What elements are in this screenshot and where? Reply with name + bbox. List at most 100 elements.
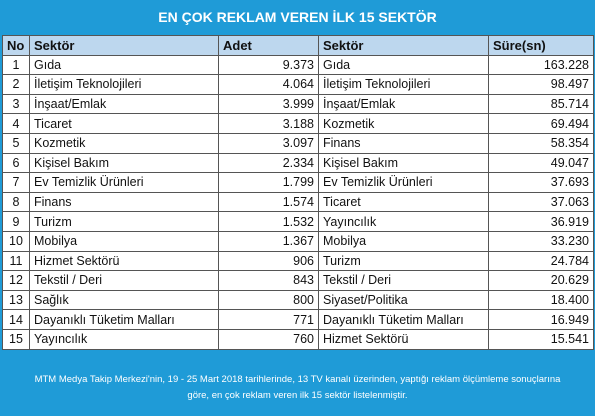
footer-line-2: göre, en çok reklam veren ilk 15 sektör … bbox=[187, 390, 408, 401]
cell-sektor-adet: Turizm bbox=[29, 211, 219, 232]
cell-sektor-sure: Yayıncılık bbox=[318, 211, 489, 232]
table-row: 13 Sağlık 800 Siyaset/Politika 18.400 bbox=[2, 289, 594, 311]
cell-sektor-sure: Mobilya bbox=[318, 230, 489, 252]
cell-sure: 36.919 bbox=[488, 211, 594, 232]
cell-sektor-adet: Finans bbox=[29, 191, 219, 213]
cell-sure: 98.497 bbox=[488, 74, 594, 95]
cell-sure: 18.400 bbox=[488, 289, 594, 311]
cell-sektor-sure: İnşaat/Emlak bbox=[318, 93, 489, 115]
cell-sure: 24.784 bbox=[488, 250, 594, 272]
cell-sektor-adet: Dayanıklı Tüketim Malları bbox=[29, 309, 219, 330]
table-row: 10 Mobilya 1.367 Mobilya 33.230 bbox=[2, 230, 594, 252]
cell-adet: 843 bbox=[218, 270, 319, 291]
cell-sure: 163.228 bbox=[488, 54, 594, 76]
cell-sektor-sure: Dayanıklı Tüketim Malları bbox=[318, 309, 489, 330]
cell-sektor-adet: Mobilya bbox=[29, 230, 219, 252]
table-row: 5 Kozmetik 3.097 Finans 58.354 bbox=[2, 132, 594, 154]
table-row: 14 Dayanıklı Tüketim Malları 771 Dayanıklı … bbox=[2, 309, 594, 330]
cell-no: 8 bbox=[2, 191, 30, 213]
cell-no: 2 bbox=[2, 74, 30, 95]
cell-no: 7 bbox=[2, 172, 30, 193]
cell-sektor-adet: Hizmet Sektörü bbox=[29, 250, 219, 272]
table-row: 9 Turizm 1.532 Yayıncılık 36.919 bbox=[2, 211, 594, 232]
column-header-adet: Adet bbox=[218, 35, 319, 56]
cell-no: 12 bbox=[2, 270, 30, 291]
table-row: 12 Tekstil / Deri 843 Tekstil / Deri 20.629 bbox=[2, 270, 594, 291]
cell-adet: 906 bbox=[218, 250, 319, 272]
cell-sektor-sure: Siyaset/Politika bbox=[318, 289, 489, 311]
cell-adet: 9.373 bbox=[218, 54, 319, 76]
cell-sektor-adet: Yayıncılık bbox=[29, 328, 219, 350]
cell-sektor-adet: Kozmetik bbox=[29, 132, 219, 154]
cell-no: 4 bbox=[2, 113, 30, 134]
cell-adet: 1.574 bbox=[218, 191, 319, 213]
cell-sektor-sure: Kişisel Bakım bbox=[318, 152, 489, 174]
cell-sektor-adet: İnşaat/Emlak bbox=[29, 93, 219, 115]
cell-no: 11 bbox=[2, 250, 30, 272]
column-header-sektor-sure: Sektör bbox=[318, 35, 489, 56]
cell-no: 10 bbox=[2, 230, 30, 252]
cell-no: 5 bbox=[2, 132, 30, 154]
cell-adet: 771 bbox=[218, 309, 319, 330]
table-row: 3 İnşaat/Emlak 3.999 İnşaat/Emlak 85.714 bbox=[2, 93, 594, 115]
cell-adet: 4.064 bbox=[218, 74, 319, 95]
page-title: EN ÇOK REKLAM VEREN İLK 15 SEKTÖR bbox=[158, 9, 437, 25]
cell-no: 13 bbox=[2, 289, 30, 311]
cell-sure: 58.354 bbox=[488, 132, 594, 154]
column-header-sure: Süre(sn) bbox=[488, 35, 594, 56]
table-row: 1 Gıda 9.373 Gıda 163.228 bbox=[2, 54, 594, 76]
cell-no: 1 bbox=[2, 54, 30, 76]
table-row: 15 Yayıncılık 760 Hizmet Sektörü 15.541 bbox=[2, 328, 594, 350]
table-row: 6 Kişisel Bakım 2.334 Kişisel Bakım 49.047 bbox=[2, 152, 594, 174]
cell-adet: 3.999 bbox=[218, 93, 319, 115]
table-header-row: No Sektör Adet Sektör Süre(sn) bbox=[2, 35, 594, 56]
cell-sektor-adet: Ticaret bbox=[29, 113, 219, 134]
table-row: 7 Ev Temizlik Ürünleri 1.799 Ev Temizlik Ür… bbox=[2, 172, 594, 193]
cell-adet: 1.799 bbox=[218, 172, 319, 193]
cell-no: 14 bbox=[2, 309, 30, 330]
cell-sektor-adet: Kişisel Bakım bbox=[29, 152, 219, 174]
cell-sure: 16.949 bbox=[488, 309, 594, 330]
cell-sektor-adet: Tekstil / Deri bbox=[29, 270, 219, 291]
column-header-sektor-adet: Sektör bbox=[29, 35, 219, 56]
cell-sektor-adet: Gıda bbox=[29, 54, 219, 76]
cell-sektor-sure: İletişim Teknolojileri bbox=[318, 74, 489, 95]
cell-adet: 800 bbox=[218, 289, 319, 311]
cell-sektor-sure: Ticaret bbox=[318, 191, 489, 213]
cell-sektor-sure: Kozmetik bbox=[318, 113, 489, 134]
cell-sure: 69.494 bbox=[488, 113, 594, 134]
table-row: 11 Hizmet Sektörü 906 Turizm 24.784 bbox=[2, 250, 594, 272]
cell-sektor-adet: Sağlık bbox=[29, 289, 219, 311]
cell-sektor-sure: Tekstil / Deri bbox=[318, 270, 489, 291]
cell-no: 6 bbox=[2, 152, 30, 174]
cell-sektor-sure: Turizm bbox=[318, 250, 489, 272]
cell-sure: 37.693 bbox=[488, 172, 594, 193]
cell-sure: 37.063 bbox=[488, 191, 594, 213]
cell-adet: 1.367 bbox=[218, 230, 319, 252]
cell-sure: 49.047 bbox=[488, 152, 594, 174]
cell-adet: 2.334 bbox=[218, 152, 319, 174]
footer-line-1: MTM Medya Takip Merkezi'nin, 19 - 25 Mar… bbox=[34, 374, 561, 385]
sector-table: No Sektör Adet Sektör Süre(sn) 1 Gıda 9.37… bbox=[2, 35, 594, 350]
cell-sektor-sure: Ev Temizlik Ürünleri bbox=[318, 172, 489, 193]
cell-sure: 33.230 bbox=[488, 230, 594, 252]
cell-adet: 3.097 bbox=[218, 132, 319, 154]
table-row: 2 İletişim Teknolojileri 4.064 İletişim Tek… bbox=[2, 74, 594, 95]
cell-sure: 15.541 bbox=[488, 328, 594, 350]
column-header-no: No bbox=[2, 35, 30, 56]
cell-no: 9 bbox=[2, 211, 30, 232]
footer-note: MTM Medya Takip Merkezi'nin, 19 - 25 Mar… bbox=[4, 372, 591, 404]
cell-sektor-adet: Ev Temizlik Ürünleri bbox=[29, 172, 219, 193]
cell-sure: 20.629 bbox=[488, 270, 594, 291]
cell-sure: 85.714 bbox=[488, 93, 594, 115]
cell-no: 15 bbox=[2, 328, 30, 350]
table-row: 4 Ticaret 3.188 Kozmetik 69.494 bbox=[2, 113, 594, 134]
cell-sektor-sure: Gıda bbox=[318, 54, 489, 76]
cell-sektor-sure: Finans bbox=[318, 132, 489, 154]
cell-adet: 760 bbox=[218, 328, 319, 350]
cell-sektor-sure: Hizmet Sektörü bbox=[318, 328, 489, 350]
table-row: 8 Finans 1.574 Ticaret 37.063 bbox=[2, 191, 594, 213]
cell-no: 3 bbox=[2, 93, 30, 115]
cell-adet: 1.532 bbox=[218, 211, 319, 232]
cell-adet: 3.188 bbox=[218, 113, 319, 134]
